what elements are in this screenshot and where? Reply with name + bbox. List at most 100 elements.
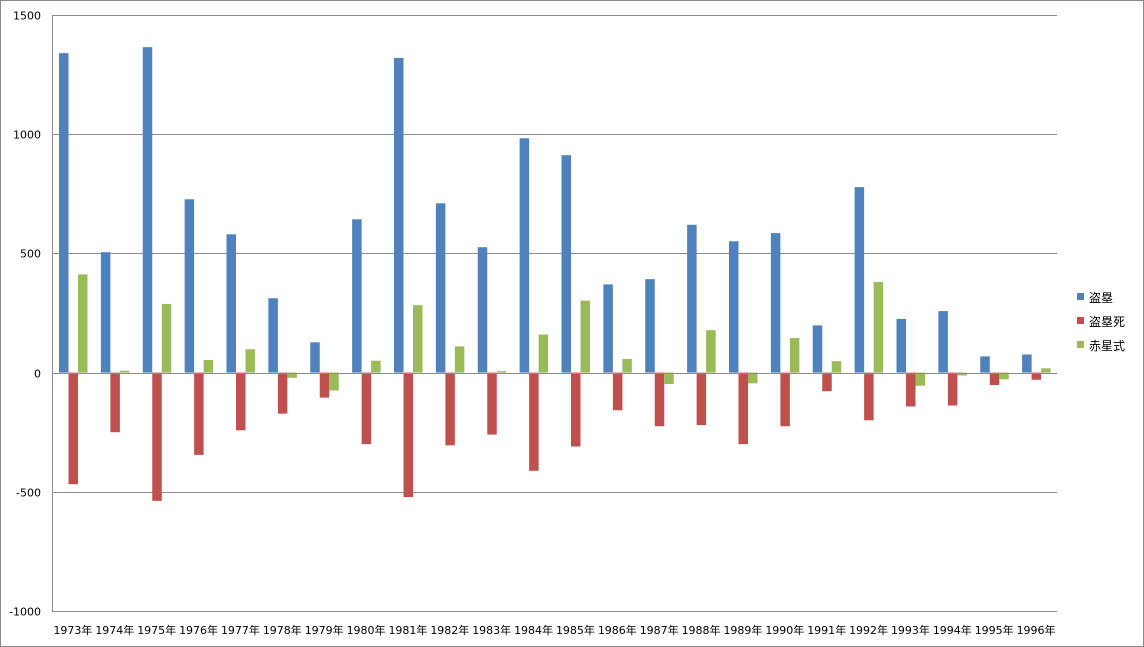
x-tick-label: 1995年 bbox=[975, 623, 1014, 637]
bar-2-1994年 bbox=[947, 372, 958, 406]
bar-2-1988年 bbox=[696, 372, 707, 426]
bar-1-1980年 bbox=[352, 219, 362, 373]
bar-3-1989年 bbox=[748, 372, 758, 384]
bar-1-1984年 bbox=[519, 138, 530, 373]
x-tick-label: 1984年 bbox=[514, 623, 553, 637]
bar-2-1977年 bbox=[236, 372, 246, 431]
bar-1-1982年 bbox=[435, 203, 446, 373]
bar-2-1973年 bbox=[68, 372, 78, 485]
legend-swatch bbox=[1077, 317, 1084, 324]
bar-2-1984年 bbox=[529, 372, 539, 471]
bar-2-1982年 bbox=[445, 372, 455, 446]
x-tick-label: 1976年 bbox=[179, 623, 218, 637]
bar-3-1987年 bbox=[664, 372, 674, 385]
bar-2-1980年 bbox=[361, 372, 372, 445]
bar-3-1982年 bbox=[454, 346, 465, 373]
bar-3-1983年 bbox=[496, 371, 507, 373]
bar-1-1986年 bbox=[603, 284, 613, 373]
bar-2-1992年 bbox=[864, 372, 874, 421]
bar-3-1991年 bbox=[831, 361, 842, 373]
bar-1-1992年 bbox=[854, 187, 865, 373]
bar-2-1996年 bbox=[1031, 372, 1042, 380]
bar-1-1988年 bbox=[687, 224, 697, 373]
bar-1-1995年 bbox=[980, 356, 990, 373]
bar-1-1973年 bbox=[59, 53, 69, 373]
x-tick-label: 1977年 bbox=[221, 623, 260, 637]
bar-1-1975年 bbox=[142, 47, 153, 373]
bar-2-1976年 bbox=[194, 372, 204, 455]
legend-label: 盗塁 bbox=[1089, 290, 1113, 305]
bar-1-1993年 bbox=[896, 318, 906, 373]
bar-3-1990年 bbox=[789, 338, 800, 373]
x-tick-label: 1994年 bbox=[933, 623, 972, 637]
bar-3-1981年 bbox=[413, 305, 423, 373]
bar-3-1977年 bbox=[245, 349, 255, 373]
bar-2-1974年 bbox=[110, 372, 120, 433]
y-tick-label: 0 bbox=[34, 368, 41, 381]
bar-2-1978年 bbox=[277, 372, 288, 414]
x-tick-label: 1985年 bbox=[556, 623, 595, 637]
bar-1-1991年 bbox=[812, 325, 823, 373]
x-tick-label: 1993年 bbox=[891, 623, 930, 637]
bar-3-1996年 bbox=[1041, 368, 1051, 373]
bar-3-1979年 bbox=[329, 372, 339, 391]
bar-3-1976年 bbox=[203, 359, 214, 373]
bar-1-1978年 bbox=[268, 298, 278, 373]
bar-2-1987年 bbox=[654, 372, 665, 427]
bar-2-1990年 bbox=[780, 372, 790, 427]
bar-3-1988年 bbox=[706, 330, 716, 373]
bar-3-1995年 bbox=[999, 372, 1009, 380]
bar-1-1974年 bbox=[100, 252, 111, 373]
bar-1-1989年 bbox=[729, 241, 739, 373]
bar-2-1979年 bbox=[319, 372, 330, 398]
legend-label: 盗塁死 bbox=[1089, 314, 1125, 329]
bar-2-1981年 bbox=[403, 372, 413, 498]
bar-2-1983年 bbox=[487, 372, 497, 435]
bar-3-1986年 bbox=[622, 359, 632, 373]
bar-1-1977年 bbox=[226, 234, 236, 373]
bar-3-1980年 bbox=[371, 360, 381, 373]
gridlines bbox=[52, 15, 1057, 612]
bar-3-1975年 bbox=[161, 303, 172, 373]
bar-1-1994年 bbox=[938, 311, 948, 373]
x-tick-label: 1992年 bbox=[849, 623, 888, 637]
x-tick-label: 1986年 bbox=[598, 623, 637, 637]
legend-swatch bbox=[1077, 293, 1084, 300]
x-tick-label: 1991年 bbox=[807, 623, 846, 637]
x-tick-label: 1987年 bbox=[640, 623, 679, 637]
legend-label: 赤星式 bbox=[1089, 339, 1125, 353]
bar-3-1992年 bbox=[873, 282, 884, 373]
x-tick-label: 1978年 bbox=[263, 623, 302, 637]
bar-2-1989年 bbox=[738, 372, 748, 445]
bar-2-1993年 bbox=[906, 372, 916, 407]
bar-3-1993年 bbox=[915, 372, 925, 386]
y-tick-label: -500 bbox=[16, 487, 41, 500]
bar-3-1984年 bbox=[538, 334, 549, 373]
y-tick-label: 1000 bbox=[13, 129, 41, 142]
x-tick-label: 1996年 bbox=[1017, 623, 1056, 637]
bar-1-1990年 bbox=[770, 233, 781, 373]
bar-1-1983年 bbox=[477, 247, 488, 373]
x-axis-tick-labels: 1973年 1974年 1975年 1976年 1977年 1978年 1979年 1980年… bbox=[53, 623, 1055, 637]
x-tick-label: 1983年 bbox=[472, 623, 511, 637]
bar-1-1987年 bbox=[645, 279, 655, 373]
bar-3-1985年 bbox=[580, 300, 590, 373]
x-tick-label: 1989年 bbox=[723, 623, 762, 637]
bar-3-1973年 bbox=[78, 274, 88, 373]
bar-3-1994年 bbox=[957, 372, 967, 376]
y-tick-label: 1500 bbox=[13, 10, 41, 23]
bar-3-1974年 bbox=[119, 370, 130, 373]
bar-2-1995年 bbox=[989, 372, 1000, 385]
bar-1-1981年 bbox=[394, 57, 404, 373]
bar-2-1975年 bbox=[152, 372, 162, 501]
x-tick-label: 1973年 bbox=[53, 623, 92, 637]
bar-1-1996年 bbox=[1022, 354, 1032, 373]
x-tick-label: 1982年 bbox=[430, 623, 469, 637]
x-tick-label: 1988年 bbox=[682, 623, 721, 637]
bars bbox=[59, 47, 1051, 501]
bar-2-1985年 bbox=[571, 372, 581, 447]
bar-2-1986年 bbox=[612, 372, 623, 411]
bar-1-1979年 bbox=[310, 342, 320, 373]
